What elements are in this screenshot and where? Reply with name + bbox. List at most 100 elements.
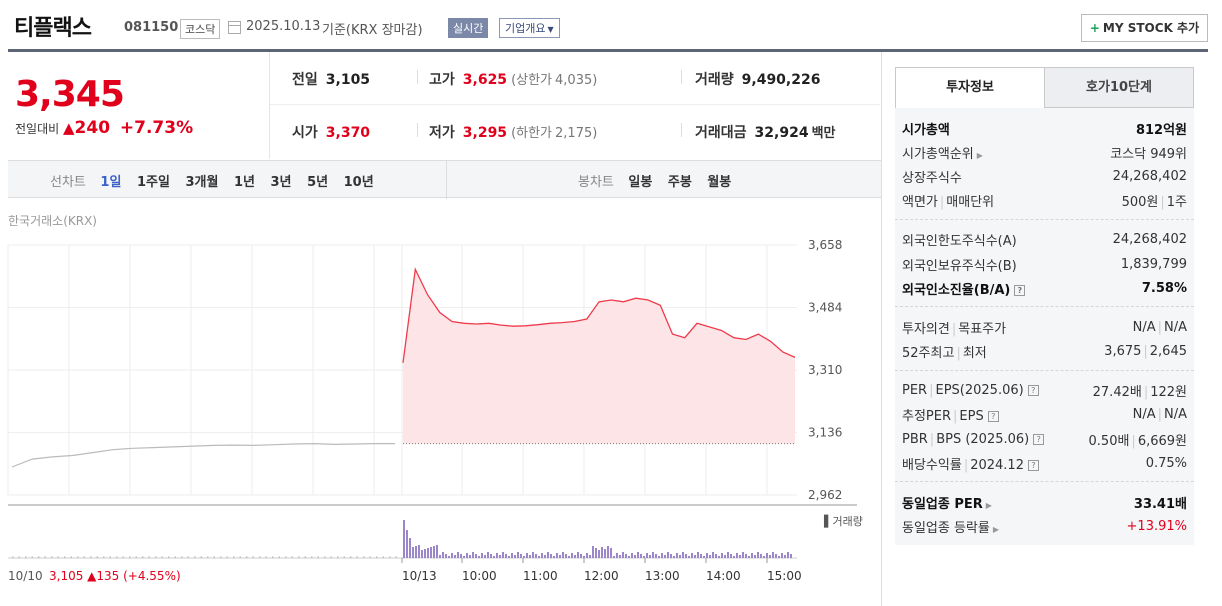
help-icon[interactable]: ? bbox=[1033, 433, 1045, 445]
info-key: 외국인소진율(B/A)? bbox=[902, 279, 1026, 298]
volume-bar bbox=[736, 553, 738, 558]
header-divider bbox=[8, 49, 1208, 52]
volume-bar bbox=[676, 553, 678, 558]
period-10y[interactable]: 10년 bbox=[343, 175, 374, 190]
volume-bar bbox=[679, 555, 681, 558]
info-value: 33.41배 bbox=[1133, 497, 1187, 513]
chart-source: 한국거래소(KRX) bbox=[8, 214, 97, 228]
stat-sub-value: 2,175) bbox=[555, 126, 598, 141]
volume-bar bbox=[664, 555, 666, 558]
volume-bar bbox=[784, 555, 786, 558]
volume-bar bbox=[448, 556, 450, 558]
info-key-text: 최저 bbox=[962, 346, 987, 362]
stat-label: 저가 bbox=[429, 125, 455, 141]
volume-bar bbox=[586, 553, 588, 558]
prev-volume-bar bbox=[337, 556, 339, 558]
separator: | bbox=[1143, 385, 1149, 401]
x-tick-label: 15:00 bbox=[767, 569, 802, 583]
prev-volume-bar bbox=[233, 556, 235, 558]
info-key: 52주최고 | 최저 bbox=[902, 342, 987, 361]
volume-bar bbox=[418, 545, 420, 558]
candle-daily[interactable]: 일봉 bbox=[628, 175, 653, 190]
stat-volume: 거래량 9,490,226 bbox=[695, 69, 820, 89]
prev-volume-bar bbox=[57, 556, 59, 558]
volume-bar bbox=[547, 552, 549, 558]
stat-label: 거래대금 bbox=[695, 125, 747, 141]
price-chart[interactable]: 한국거래소(KRX) 3,658 3,484 3,310 3,136 2,962 ▌거래량… bbox=[0, 200, 880, 606]
volume-bar bbox=[769, 555, 771, 558]
x-tick-label: 13:00 bbox=[645, 569, 680, 583]
separator: | bbox=[951, 321, 957, 337]
period-1d[interactable]: 1일 bbox=[100, 175, 122, 190]
info-key[interactable]: 동일업종 등락률 ▶ bbox=[902, 517, 999, 536]
volume-bar bbox=[634, 555, 636, 558]
prev-volume-bar bbox=[207, 556, 209, 558]
volume-bar bbox=[733, 556, 735, 558]
volume-bar bbox=[610, 548, 612, 558]
prev-volume-bar bbox=[304, 556, 306, 558]
help-icon[interactable]: ? bbox=[1027, 459, 1039, 471]
separator: | bbox=[1157, 319, 1162, 335]
help-icon[interactable]: ? bbox=[1027, 385, 1039, 397]
info-key: 외국인보유주식수(B) bbox=[902, 258, 1017, 274]
volume-bar bbox=[487, 552, 489, 558]
period-3m[interactable]: 3개월 bbox=[185, 175, 219, 190]
separator: | bbox=[1131, 433, 1136, 449]
price-stats: 전일 3,105 고가 3,625 (상한가 4,035) 거래량 9,490,226 시… bbox=[270, 52, 880, 159]
prev-volume-bar bbox=[148, 556, 150, 558]
prev-volume-bar bbox=[135, 556, 137, 558]
period-3y[interactable]: 3년 bbox=[270, 175, 292, 190]
volume-bar bbox=[532, 552, 534, 558]
help-icon[interactable]: ? bbox=[987, 411, 999, 423]
info-key: PER | EPS(2025.06)? bbox=[902, 383, 1039, 398]
info-key: 시가총액 bbox=[902, 122, 950, 138]
period-1w[interactable]: 1주일 bbox=[136, 175, 170, 190]
volume-bar bbox=[544, 555, 546, 558]
prev-volume-bar bbox=[25, 556, 27, 558]
volume-bar bbox=[520, 554, 522, 558]
volume-bar bbox=[712, 552, 714, 558]
help-icon[interactable]: ? bbox=[1014, 284, 1026, 296]
volume-bar bbox=[583, 556, 585, 558]
info-key: 투자의견 | 목표주가 bbox=[902, 318, 1006, 337]
prev-volume-bar bbox=[109, 556, 111, 558]
tab-order-book[interactable]: 호가10단계 bbox=[1044, 67, 1194, 108]
volume-bar bbox=[442, 552, 444, 558]
volume-bar bbox=[772, 552, 774, 558]
prev-volume-bar bbox=[363, 556, 365, 558]
candle-monthly[interactable]: 월봉 bbox=[707, 175, 732, 190]
realtime-button[interactable]: 실시간 bbox=[448, 18, 489, 38]
period-5y[interactable]: 5년 bbox=[307, 175, 329, 190]
volume-bar bbox=[460, 554, 462, 558]
info-value-text: N/A bbox=[1132, 319, 1156, 335]
volume-bar bbox=[490, 554, 492, 558]
volume-bar bbox=[472, 552, 474, 558]
tab-investment-info[interactable]: 투자정보 bbox=[895, 67, 1045, 108]
prev-volume-bar bbox=[77, 556, 79, 558]
volume-bar bbox=[577, 552, 579, 558]
volume-bar bbox=[496, 553, 498, 558]
add-my-stock-button[interactable]: + MY STOCK 추가 bbox=[1081, 14, 1208, 42]
volume-bar bbox=[475, 554, 477, 558]
company-overview-dropdown[interactable]: 기업개요 ▼ bbox=[499, 18, 560, 38]
volume-bar bbox=[718, 556, 720, 558]
info-key[interactable]: 시가총액순위 ▶ bbox=[902, 143, 983, 162]
prev-volume-bar bbox=[259, 556, 261, 558]
info-value-text: 3,675 bbox=[1104, 344, 1142, 360]
info-key: PBR | BPS (2025.06)? bbox=[902, 432, 1045, 447]
volume-bar bbox=[658, 556, 660, 558]
prev-volume-bar bbox=[83, 556, 85, 558]
info-key[interactable]: 동일업종 PER ▶ bbox=[902, 493, 992, 512]
prev-volume-bar bbox=[246, 556, 248, 558]
volume-bar bbox=[652, 552, 654, 558]
prev-volume-bar bbox=[343, 556, 345, 558]
volume-bar bbox=[787, 552, 789, 558]
info-key-text: 매매단위 bbox=[946, 195, 995, 211]
candle-weekly[interactable]: 주봉 bbox=[667, 175, 692, 190]
period-1y[interactable]: 1년 bbox=[233, 175, 255, 190]
info-value: 코스닥 949위 bbox=[1110, 146, 1187, 162]
info-row-face-value: 액면가 | 매매단위 500원 | 1주 bbox=[902, 189, 1187, 213]
info-value: 24,268,402 bbox=[1112, 232, 1187, 248]
prev-volume-bar bbox=[285, 556, 287, 558]
x-tick-label: 11:00 bbox=[523, 569, 558, 583]
